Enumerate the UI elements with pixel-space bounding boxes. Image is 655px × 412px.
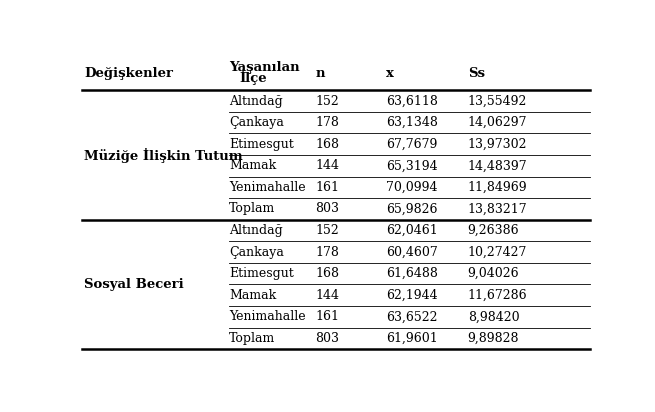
Text: 161: 161 (316, 310, 339, 323)
Text: 13,55492: 13,55492 (468, 95, 527, 108)
Text: 9,04026: 9,04026 (468, 267, 519, 280)
Text: 67,7679: 67,7679 (386, 138, 438, 151)
Text: x: x (386, 67, 394, 80)
Text: 65,9826: 65,9826 (386, 202, 438, 215)
Text: Altındağ: Altındağ (229, 224, 283, 237)
Text: 803: 803 (316, 332, 339, 345)
Text: 178: 178 (316, 116, 339, 129)
Text: İlçe: İlçe (239, 70, 267, 85)
Text: 61,9601: 61,9601 (386, 332, 438, 345)
Text: 63,6118: 63,6118 (386, 95, 438, 108)
Text: 9,89828: 9,89828 (468, 332, 519, 345)
Text: 152: 152 (316, 95, 339, 108)
Text: Ss: Ss (468, 67, 485, 80)
Text: 161: 161 (316, 181, 339, 194)
Text: Çankaya: Çankaya (229, 116, 284, 129)
Text: Toplam: Toplam (229, 332, 275, 345)
Text: Yenimahalle: Yenimahalle (229, 181, 306, 194)
Text: 11,67286: 11,67286 (468, 289, 527, 302)
Text: Çankaya: Çankaya (229, 246, 284, 259)
Text: Toplam: Toplam (229, 202, 275, 215)
Text: 13,83217: 13,83217 (468, 202, 527, 215)
Text: Etimesgut: Etimesgut (229, 267, 294, 280)
Text: Yenimahalle: Yenimahalle (229, 310, 306, 323)
Text: 14,06297: 14,06297 (468, 116, 527, 129)
Text: Yaşanılan: Yaşanılan (229, 61, 300, 74)
Text: Altındağ: Altındağ (229, 95, 283, 108)
Text: 14,48397: 14,48397 (468, 159, 527, 172)
Text: 70,0994: 70,0994 (386, 181, 438, 194)
Text: 10,27427: 10,27427 (468, 246, 527, 259)
Text: Mamak: Mamak (229, 289, 276, 302)
Text: 60,4607: 60,4607 (386, 246, 438, 259)
Text: Mamak: Mamak (229, 159, 276, 172)
Text: Müziğe İlişkin Tutum: Müziğe İlişkin Tutum (84, 147, 243, 162)
Text: 8,98420: 8,98420 (468, 310, 519, 323)
Text: 144: 144 (316, 289, 339, 302)
Text: 61,6488: 61,6488 (386, 267, 438, 280)
Text: n: n (316, 67, 325, 80)
Text: 144: 144 (316, 159, 339, 172)
Text: 803: 803 (316, 202, 339, 215)
Text: 63,6522: 63,6522 (386, 310, 438, 323)
Text: Etimesgut: Etimesgut (229, 138, 294, 151)
Text: 9,26386: 9,26386 (468, 224, 519, 237)
Text: 65,3194: 65,3194 (386, 159, 438, 172)
Text: 62,1944: 62,1944 (386, 289, 438, 302)
Text: 11,84969: 11,84969 (468, 181, 527, 194)
Text: 62,0461: 62,0461 (386, 224, 438, 237)
Text: 168: 168 (316, 138, 339, 151)
Text: Değişkenler: Değişkenler (84, 67, 174, 80)
Text: 63,1348: 63,1348 (386, 116, 438, 129)
Text: 152: 152 (316, 224, 339, 237)
Text: 178: 178 (316, 246, 339, 259)
Text: Sosyal Beceri: Sosyal Beceri (84, 278, 184, 291)
Text: 13,97302: 13,97302 (468, 138, 527, 151)
Text: 168: 168 (316, 267, 339, 280)
